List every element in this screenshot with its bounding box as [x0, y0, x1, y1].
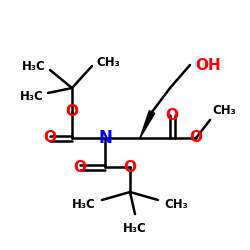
Text: CH₃: CH₃ — [212, 104, 236, 117]
Text: O: O — [44, 130, 57, 146]
Text: O: O — [66, 104, 78, 120]
Text: O: O — [190, 130, 202, 146]
Text: O: O — [166, 108, 178, 122]
Text: N: N — [98, 129, 112, 147]
Text: O: O — [124, 160, 136, 174]
Text: OH: OH — [195, 58, 221, 72]
Text: CH₃: CH₃ — [96, 56, 120, 68]
Text: CH₃: CH₃ — [164, 198, 188, 210]
Text: O: O — [74, 160, 86, 174]
Text: H₃C: H₃C — [20, 90, 44, 104]
Text: H₃C: H₃C — [123, 222, 147, 234]
Text: H₃C: H₃C — [22, 60, 46, 72]
Polygon shape — [140, 111, 155, 138]
Text: H₃C: H₃C — [72, 198, 96, 210]
